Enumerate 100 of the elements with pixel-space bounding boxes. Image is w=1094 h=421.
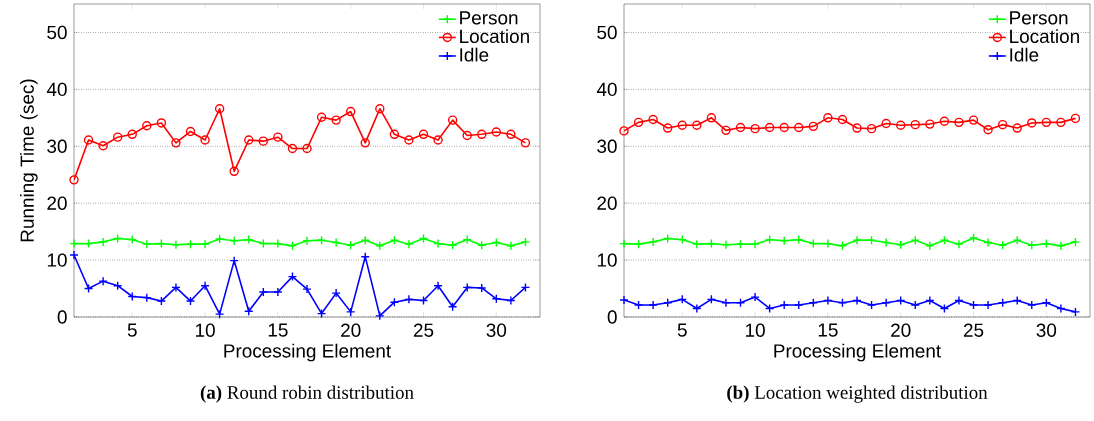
point (1012, 235, 1022, 245)
point (881, 118, 891, 129)
point (520, 138, 531, 148)
point (837, 241, 848, 251)
point (287, 241, 298, 251)
point (721, 125, 731, 136)
x-tick-label: 25 (963, 323, 984, 337)
point (619, 295, 629, 305)
point (750, 292, 760, 302)
point (229, 166, 239, 177)
point (1056, 117, 1066, 128)
point (750, 123, 760, 134)
point (185, 126, 196, 137)
point (983, 125, 993, 135)
point (779, 300, 789, 310)
legend-label: Idle (460, 47, 489, 62)
point (619, 238, 629, 249)
point (171, 240, 181, 250)
point (506, 241, 516, 251)
x-tick-label: 10 (195, 323, 215, 337)
point (229, 236, 239, 246)
point (433, 281, 443, 291)
point (735, 239, 746, 249)
point (214, 234, 225, 244)
point (331, 115, 341, 125)
x-tick-label: 30 (486, 323, 507, 337)
point (997, 119, 1008, 130)
x-axis-title: Processing Element (224, 343, 391, 362)
point (142, 121, 152, 131)
x-tick-label: 30 (1036, 323, 1057, 337)
x-tick-label: 25 (413, 323, 434, 337)
point (69, 175, 79, 185)
point (69, 250, 79, 260)
point (491, 127, 502, 137)
point (462, 234, 472, 245)
point (433, 238, 443, 249)
point (954, 295, 964, 306)
point (866, 123, 877, 134)
point (910, 235, 920, 245)
point (939, 235, 950, 245)
point (1041, 117, 1052, 128)
text: (a) Round robin distribution (200, 385, 414, 403)
point (287, 143, 298, 154)
point (418, 129, 429, 140)
point (331, 288, 341, 298)
legend-label: Person (1010, 11, 1068, 25)
point (677, 120, 687, 130)
x-tick-label: 10 (745, 323, 765, 337)
point (779, 122, 789, 133)
point (404, 135, 414, 145)
y-tick-label: 20 (47, 196, 67, 210)
point (692, 303, 702, 314)
point (404, 239, 414, 249)
point (925, 295, 935, 306)
point (142, 292, 152, 303)
point (200, 281, 210, 291)
point (462, 130, 472, 141)
y-tick-label: 0 (57, 310, 67, 324)
point (404, 294, 414, 305)
point (389, 235, 400, 245)
point (98, 276, 108, 286)
x-tick-label: 15 (268, 323, 288, 337)
y-tick-label: 50 (47, 25, 67, 40)
point (1056, 241, 1066, 251)
point (273, 132, 283, 142)
point (302, 143, 312, 154)
point (360, 138, 370, 148)
point (692, 239, 702, 249)
point (954, 239, 964, 249)
point (1070, 113, 1081, 124)
point (83, 135, 94, 145)
point (823, 113, 833, 123)
legend-label: Person (460, 11, 518, 25)
point (69, 238, 79, 249)
point (794, 300, 804, 310)
point (462, 282, 472, 293)
point (837, 114, 848, 125)
point (619, 126, 629, 136)
point (823, 238, 833, 249)
point (200, 239, 210, 249)
point (171, 282, 181, 293)
point (721, 240, 731, 250)
y-tick-label: 50 (597, 25, 617, 40)
point (185, 296, 196, 306)
point (1012, 123, 1022, 133)
point (273, 238, 283, 249)
point (200, 135, 210, 145)
point (258, 136, 269, 146)
point (794, 122, 804, 133)
point (721, 298, 731, 308)
point (968, 115, 979, 125)
point (910, 300, 920, 310)
point (156, 296, 167, 306)
point (375, 241, 385, 251)
point (896, 120, 906, 130)
point (112, 132, 123, 142)
x-tick-label: 15 (818, 323, 838, 337)
point (214, 104, 225, 114)
point (316, 235, 327, 245)
legend-label: Location (460, 29, 529, 44)
